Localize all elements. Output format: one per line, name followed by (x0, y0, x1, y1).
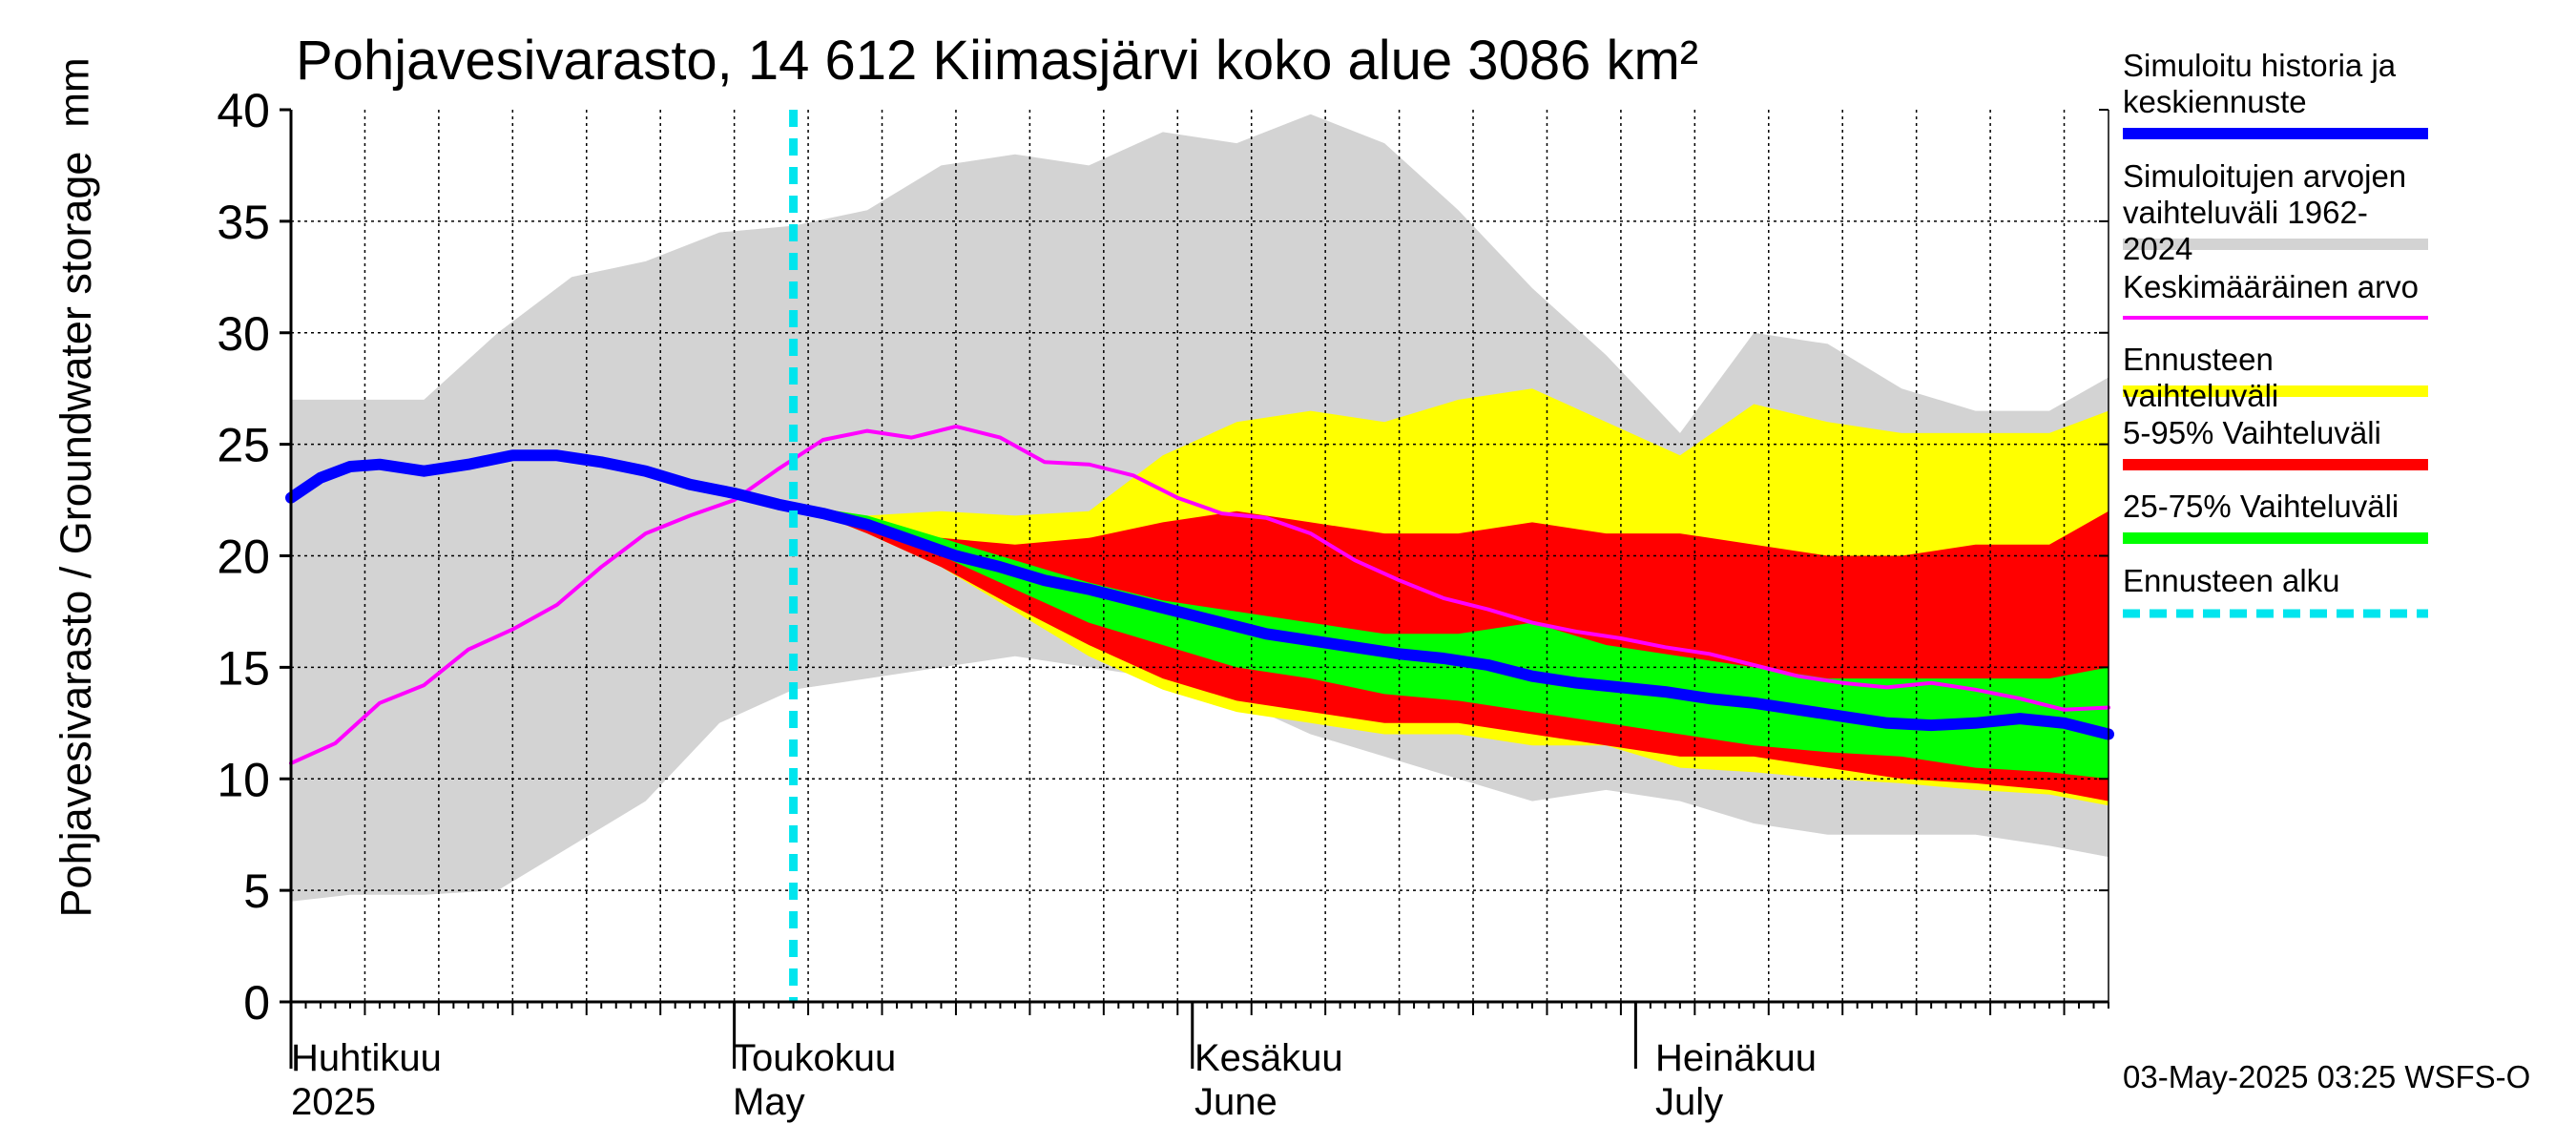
legend-label: Keskimääräinen arvo (2123, 269, 2419, 304)
y-tick-label: 20 (217, 531, 270, 584)
month-label-july: Heinäkuu July (1655, 1037, 1818, 1123)
legend-label: 25-75% Vaihteluväli (2123, 489, 2399, 524)
y-tick-label: 10 (217, 753, 270, 806)
legend-item-forecast-range: Ennusteen vaihteluväli (2123, 342, 2438, 414)
y-axis-label: Pohjavesivarasto / Groundwater storage (52, 151, 100, 918)
mean-line (289, 424, 2110, 765)
legend-item-5-95: 5-95% Vaihteluväli (2123, 415, 2438, 451)
y-tick-label: 35 (217, 196, 270, 249)
legend-item-mean: Keskimääräinen arvo (2123, 269, 2438, 305)
chart-lines (285, 110, 2114, 1002)
y-tick-label: 30 (217, 307, 270, 361)
timestamp-footer: 03-May-2025 03:25 WSFS-O (2123, 1059, 2531, 1094)
y-tick-label: 40 (217, 84, 270, 137)
month-label-april: Huhtikuu 2025 (291, 1037, 442, 1123)
chart-axes: 0 5 10 15 20 25 30 35 40 (217, 84, 2109, 1069)
legend-label: 5-95% Vaihteluväli (2123, 415, 2381, 450)
y-tick-label: 15 (217, 641, 270, 695)
legend-item-history-range: Simuloitujen arvojen vaihteluväli 1962-2… (2123, 158, 2438, 267)
month-label-june: Kesäkuu June (1195, 1037, 1343, 1123)
chart-title: Pohjavesivarasto, 14 612 Kiimasjärvi kok… (296, 30, 1699, 92)
legend-item-25-75: 25-75% Vaihteluväli (2123, 489, 2438, 525)
month-label-may: Toukokuu May (733, 1037, 897, 1123)
legend-item-forecast-start: Ennusteen alku (2123, 563, 2438, 599)
legend-label: Simuloitujen arvojen vaihteluväli 1962-2… (2123, 158, 2407, 266)
y-tick-label: 5 (243, 864, 270, 918)
y-axis-unit: mm (51, 57, 98, 128)
chart-grid (291, 110, 2109, 1002)
y-tick-label: 0 (243, 976, 270, 1030)
chart-bands (291, 114, 2109, 902)
y-tick-label: 25 (217, 419, 270, 472)
legend-label: Simuloitu historia ja keskiennuste (2123, 48, 2397, 119)
legend-label: Ennusteen alku (2123, 563, 2340, 598)
legend-label: Ennusteen vaihteluväli (2123, 342, 2279, 413)
legend-swatches (2123, 128, 2428, 618)
legend-item-median: Simuloitu historia ja keskiennuste (2123, 48, 2438, 120)
median-line (285, 449, 2114, 740)
